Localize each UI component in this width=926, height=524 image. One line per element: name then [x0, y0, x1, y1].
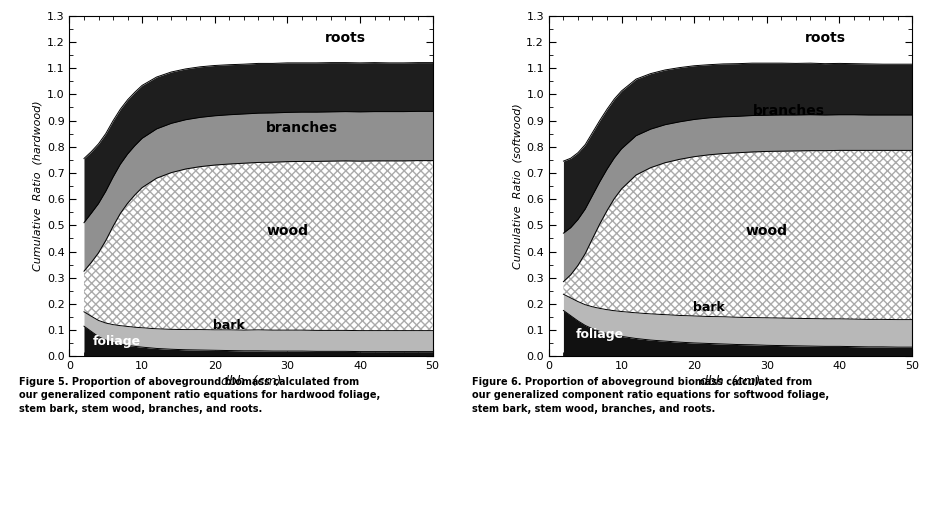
Text: roots: roots — [805, 31, 845, 45]
X-axis label: dbh  (cm): dbh (cm) — [221, 375, 282, 388]
Text: bark: bark — [693, 301, 724, 314]
Y-axis label: Cumulative  Ratio  (hardwood): Cumulative Ratio (hardwood) — [32, 101, 43, 271]
Text: foliage: foliage — [93, 335, 141, 347]
X-axis label: dbh  (cm): dbh (cm) — [700, 375, 760, 388]
Text: wood: wood — [745, 224, 788, 237]
Text: Figure 5. Proportion of aboveground biomass calculated from
our generalized comp: Figure 5. Proportion of aboveground biom… — [19, 377, 380, 413]
Text: wood: wood — [267, 224, 308, 237]
Text: roots: roots — [325, 31, 366, 45]
Text: branches: branches — [753, 104, 825, 118]
Text: bark: bark — [213, 319, 245, 332]
Text: foliage: foliage — [576, 328, 624, 341]
Text: Figure 6. Proportion of aboveground biomass calculated from
our generalized comp: Figure 6. Proportion of aboveground biom… — [472, 377, 830, 413]
Text: branches: branches — [266, 122, 338, 135]
Y-axis label: Cumulative  Ratio  (softwood): Cumulative Ratio (softwood) — [512, 103, 522, 269]
